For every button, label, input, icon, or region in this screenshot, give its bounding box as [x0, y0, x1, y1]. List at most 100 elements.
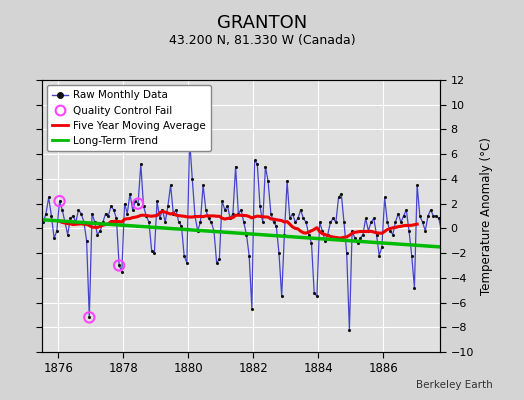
Point: [286, 215, 294, 222]
Point: [210, 228, 218, 234]
Point: [264, 178, 272, 184]
Point: [66, 215, 74, 222]
Point: [391, 219, 400, 225]
Point: [96, 228, 104, 234]
Point: [272, 223, 280, 229]
Point: [356, 235, 365, 242]
Point: [299, 215, 308, 222]
Point: [191, 213, 199, 219]
Point: [440, 238, 449, 244]
Point: [326, 219, 335, 225]
Point: [85, 314, 93, 320]
Point: [359, 231, 367, 238]
Point: [378, 244, 386, 250]
Point: [101, 210, 110, 217]
Point: [61, 219, 69, 225]
Point: [343, 250, 351, 256]
Point: [26, 207, 34, 213]
Point: [226, 215, 234, 222]
Point: [188, 176, 196, 182]
Point: [63, 231, 72, 238]
Point: [438, 228, 446, 234]
Point: [399, 213, 408, 219]
Point: [307, 240, 315, 246]
Point: [340, 219, 348, 225]
Point: [432, 213, 440, 219]
Point: [23, 182, 31, 188]
Point: [373, 231, 381, 238]
Point: [302, 219, 310, 225]
Point: [212, 260, 221, 266]
Point: [199, 182, 208, 188]
Point: [91, 219, 99, 225]
Point: [337, 190, 345, 197]
Point: [123, 210, 132, 217]
Point: [131, 198, 139, 204]
Point: [405, 228, 413, 234]
Point: [134, 200, 143, 207]
Point: [443, 231, 451, 238]
Point: [110, 207, 118, 213]
Point: [348, 228, 356, 234]
Point: [153, 198, 161, 204]
Point: [318, 228, 326, 234]
Point: [39, 219, 48, 225]
Point: [402, 207, 410, 213]
Point: [158, 207, 167, 213]
Point: [427, 207, 435, 213]
Point: [315, 219, 324, 225]
Point: [52, 228, 61, 234]
Point: [416, 213, 424, 219]
Point: [50, 235, 58, 242]
Point: [177, 223, 185, 229]
Point: [329, 215, 337, 222]
Point: [80, 219, 88, 225]
Point: [410, 284, 419, 291]
Point: [364, 228, 373, 234]
Point: [126, 190, 134, 197]
Text: GRANTON: GRANTON: [217, 14, 307, 32]
Y-axis label: Temperature Anomaly (°C): Temperature Anomaly (°C): [479, 137, 493, 295]
Text: Berkeley Earth: Berkeley Earth: [416, 380, 493, 390]
Point: [408, 252, 416, 259]
Point: [204, 215, 213, 222]
Point: [128, 207, 137, 213]
Point: [367, 219, 375, 225]
Point: [421, 228, 430, 234]
Point: [380, 194, 389, 201]
Point: [34, 203, 42, 209]
Point: [258, 219, 267, 225]
Point: [424, 213, 432, 219]
Point: [47, 213, 56, 219]
Point: [139, 203, 148, 209]
Point: [413, 182, 421, 188]
Point: [323, 231, 332, 238]
Point: [310, 290, 319, 296]
Point: [150, 250, 159, 256]
Point: [207, 219, 215, 225]
Point: [77, 210, 85, 217]
Point: [180, 252, 188, 259]
Point: [169, 210, 178, 217]
Point: [297, 207, 305, 213]
Point: [232, 163, 240, 170]
Point: [45, 194, 53, 201]
Point: [248, 306, 256, 312]
Point: [115, 262, 123, 269]
Point: [115, 262, 123, 269]
Point: [386, 228, 394, 234]
Point: [434, 215, 443, 222]
Point: [104, 213, 113, 219]
Point: [58, 207, 67, 213]
Point: [56, 198, 64, 204]
Point: [221, 207, 229, 213]
Point: [245, 252, 254, 259]
Point: [351, 235, 359, 242]
Point: [269, 219, 278, 225]
Point: [294, 215, 302, 222]
Point: [418, 219, 427, 225]
Point: [261, 163, 270, 170]
Point: [218, 198, 226, 204]
Point: [167, 182, 175, 188]
Point: [397, 219, 405, 225]
